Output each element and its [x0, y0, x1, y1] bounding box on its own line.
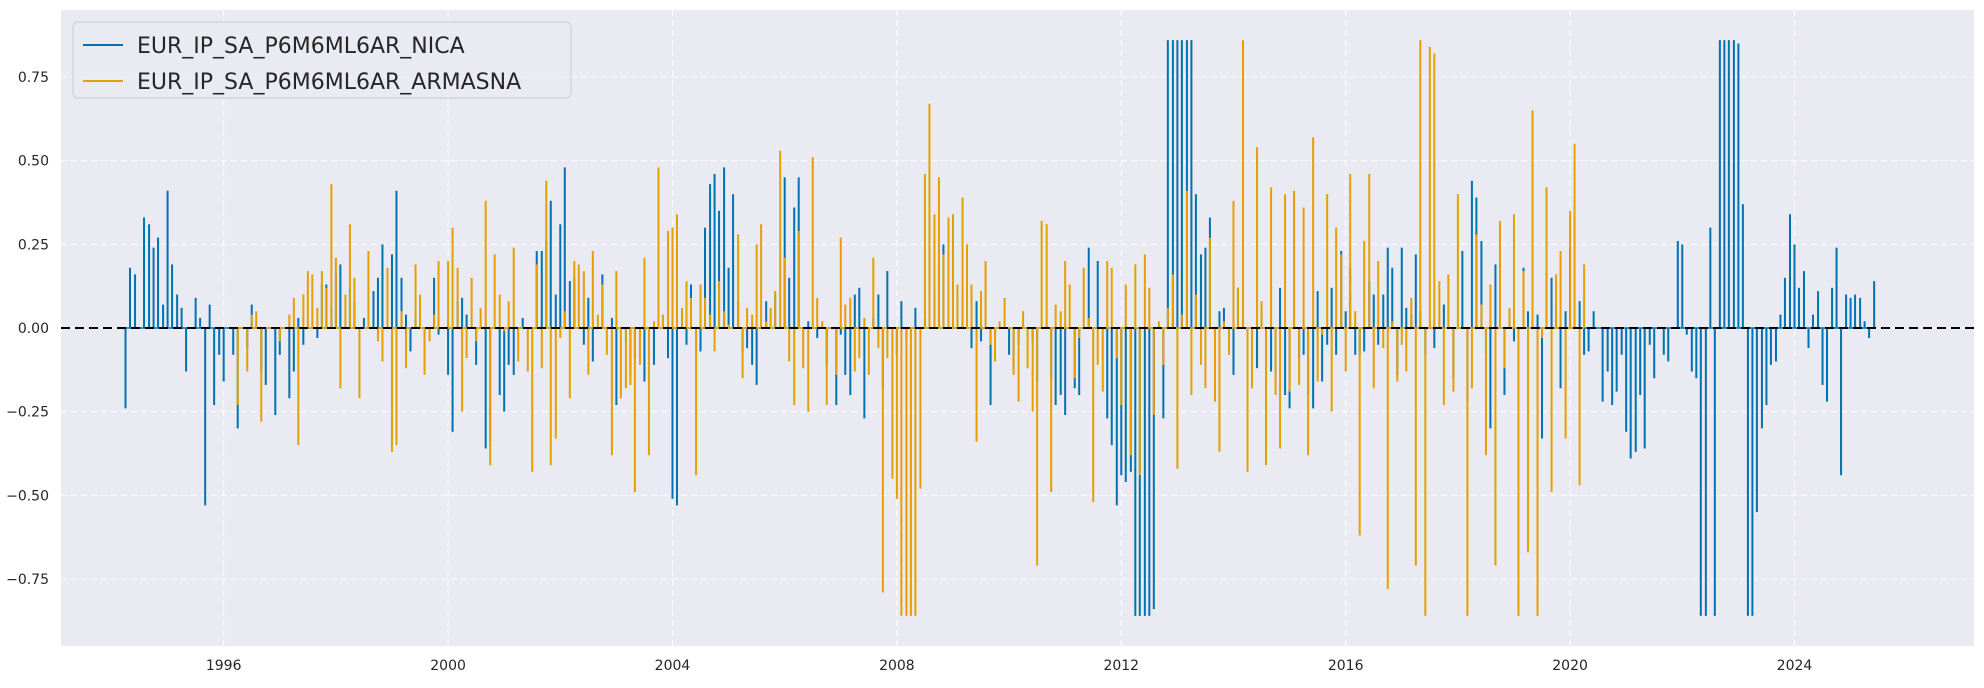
- x-tick-label: 2016: [1328, 658, 1364, 674]
- y-tick-label: 0.50: [18, 154, 49, 170]
- y-tick-label: 0.75: [18, 70, 49, 86]
- legend: EUR_IP_SA_P6M6ML6AR_NICA EUR_IP_SA_P6M6ML…: [72, 21, 572, 99]
- legend-label: EUR_IP_SA_P6M6ML6AR_NICA: [137, 34, 465, 59]
- series-layer: [124, 40, 1876, 616]
- x-tick-label: 2008: [879, 658, 915, 674]
- y-tick-label: −0.25: [6, 405, 49, 421]
- x-tick-label: 2024: [1777, 658, 1813, 674]
- y-tick-label: 0.00: [18, 321, 49, 337]
- x-tick-label: 2000: [430, 658, 466, 674]
- y-tick-label: 0.25: [18, 237, 49, 253]
- x-tick-label: 2004: [655, 658, 691, 674]
- series-2: [236, 40, 1586, 616]
- y-tick-label: −0.75: [6, 572, 49, 588]
- y-tick-label: −0.50: [6, 488, 49, 504]
- x-tick-label: 2020: [1552, 658, 1588, 674]
- legend-box: [72, 21, 572, 99]
- x-tick-label: 1996: [206, 658, 242, 674]
- legend-label: EUR_IP_SA_P6M6ML6AR_ARMASNA: [137, 70, 521, 95]
- axis-tick-labels: 1996 2000 2004 2008 2012 2016 2020 2024 −0.75 −0.…: [6, 70, 1812, 674]
- x-tick-label: 2012: [1103, 658, 1139, 674]
